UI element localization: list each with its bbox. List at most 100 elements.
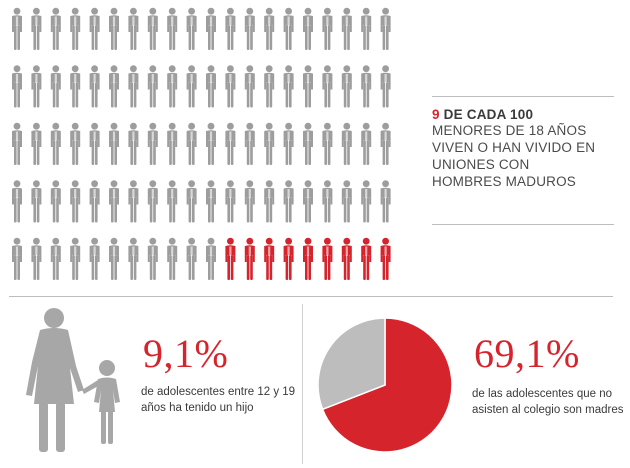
person-icon	[186, 180, 197, 223]
person-icon	[31, 122, 42, 165]
person-icon	[147, 122, 158, 165]
person-icon	[225, 122, 236, 165]
person-icon	[380, 180, 391, 223]
right-percent: 69,1%	[474, 331, 580, 376]
person-icon	[109, 65, 119, 108]
person-icon	[361, 122, 372, 165]
person-icon-highlighted	[322, 237, 333, 280]
person-icon	[186, 7, 197, 50]
person-icon	[70, 237, 81, 280]
person-icon	[167, 65, 178, 108]
person-icon-highlighted	[244, 237, 255, 280]
person-icon	[264, 65, 275, 108]
person-icon	[303, 7, 313, 50]
person-icon	[70, 122, 81, 165]
person-icon	[89, 65, 100, 108]
person-icon	[128, 7, 139, 50]
person-icon	[50, 237, 61, 280]
person-icon	[186, 122, 197, 165]
right-desc-line-1: de las adolescentes que no	[472, 388, 613, 400]
person-icon	[341, 65, 352, 108]
person-icon	[322, 65, 333, 108]
person-icon	[147, 237, 158, 280]
person-icon	[303, 122, 313, 165]
stat-headline: 9 DE CADA 100	[432, 107, 614, 122]
stat-top-rule	[432, 96, 614, 97]
person-icon	[167, 180, 178, 223]
person-icon	[109, 7, 119, 50]
person-icon	[283, 65, 294, 108]
person-icon-highlighted	[264, 237, 275, 280]
mother-child-icon	[26, 308, 120, 452]
person-icon	[244, 65, 255, 108]
person-icon	[303, 65, 313, 108]
stat-headline-text: DE CADA 100	[443, 107, 534, 122]
person-icon	[31, 237, 42, 280]
person-icon	[244, 122, 255, 165]
person-icon	[380, 122, 391, 165]
person-icon	[206, 7, 216, 50]
pie-chart	[317, 317, 453, 453]
person-icon-highlighted	[341, 237, 352, 280]
person-icon	[50, 65, 61, 108]
person-icon	[244, 7, 255, 50]
person-icon	[283, 7, 294, 50]
right-desc-line-2: asisten al colegio son madres	[472, 404, 624, 416]
person-icon	[167, 122, 178, 165]
person-icon-highlighted	[380, 237, 391, 280]
person-icon	[341, 7, 352, 50]
pie-slice-others	[317, 317, 386, 411]
left-percent: 9,1%	[143, 331, 229, 376]
person-icon	[361, 180, 372, 223]
mother-figure	[26, 308, 84, 452]
stat-number: 9	[432, 107, 440, 122]
person-icon	[12, 237, 22, 280]
person-icon	[50, 122, 61, 165]
person-icon	[206, 122, 216, 165]
person-icon	[147, 180, 158, 223]
person-icon	[109, 237, 119, 280]
person-icon	[50, 180, 61, 223]
person-icon-highlighted	[361, 237, 372, 280]
person-icon	[12, 122, 22, 165]
person-icon	[70, 65, 81, 108]
person-icon	[225, 7, 236, 50]
person-icon	[128, 180, 139, 223]
person-icon	[186, 237, 197, 280]
left-desc-line-1: de adolescentes entre 12 y 19	[141, 386, 296, 398]
person-icon	[264, 7, 275, 50]
person-icon	[31, 180, 42, 223]
person-icon	[206, 180, 216, 223]
person-icon	[109, 122, 119, 165]
person-icon	[167, 7, 178, 50]
stat-bottom-rule	[432, 224, 614, 225]
person-icon	[283, 122, 294, 165]
pie-slice-mothers	[321, 317, 453, 453]
stat-line-1: MENORES DE 18 AÑOS	[432, 123, 587, 138]
person-icon-highlighted	[225, 237, 236, 280]
left-desc-line-2: años ha tenido un hijo	[141, 402, 254, 414]
person-icon	[70, 180, 81, 223]
person-icon	[128, 237, 139, 280]
person-icon-highlighted	[303, 237, 313, 280]
stat-block: 9 DE CADA 100 MENORES DE 18 AÑOS VIVEN O…	[432, 96, 614, 225]
person-icon	[206, 237, 216, 280]
person-icon	[89, 237, 100, 280]
person-icon	[283, 180, 294, 223]
person-icon-highlighted	[283, 237, 294, 280]
stat-line-2: VIVEN O HAN VIVIDO EN	[432, 140, 596, 155]
column-divider	[302, 304, 303, 464]
person-icon	[147, 7, 158, 50]
person-icon	[264, 180, 275, 223]
person-icon	[12, 180, 22, 223]
person-icon	[89, 122, 100, 165]
person-icon	[264, 122, 275, 165]
person-icon	[322, 180, 333, 223]
person-icon	[70, 7, 81, 50]
person-icon	[31, 7, 42, 50]
person-icon	[361, 7, 372, 50]
person-icon	[225, 180, 236, 223]
person-icon	[206, 65, 216, 108]
person-icon	[380, 65, 391, 108]
person-icon	[244, 180, 255, 223]
